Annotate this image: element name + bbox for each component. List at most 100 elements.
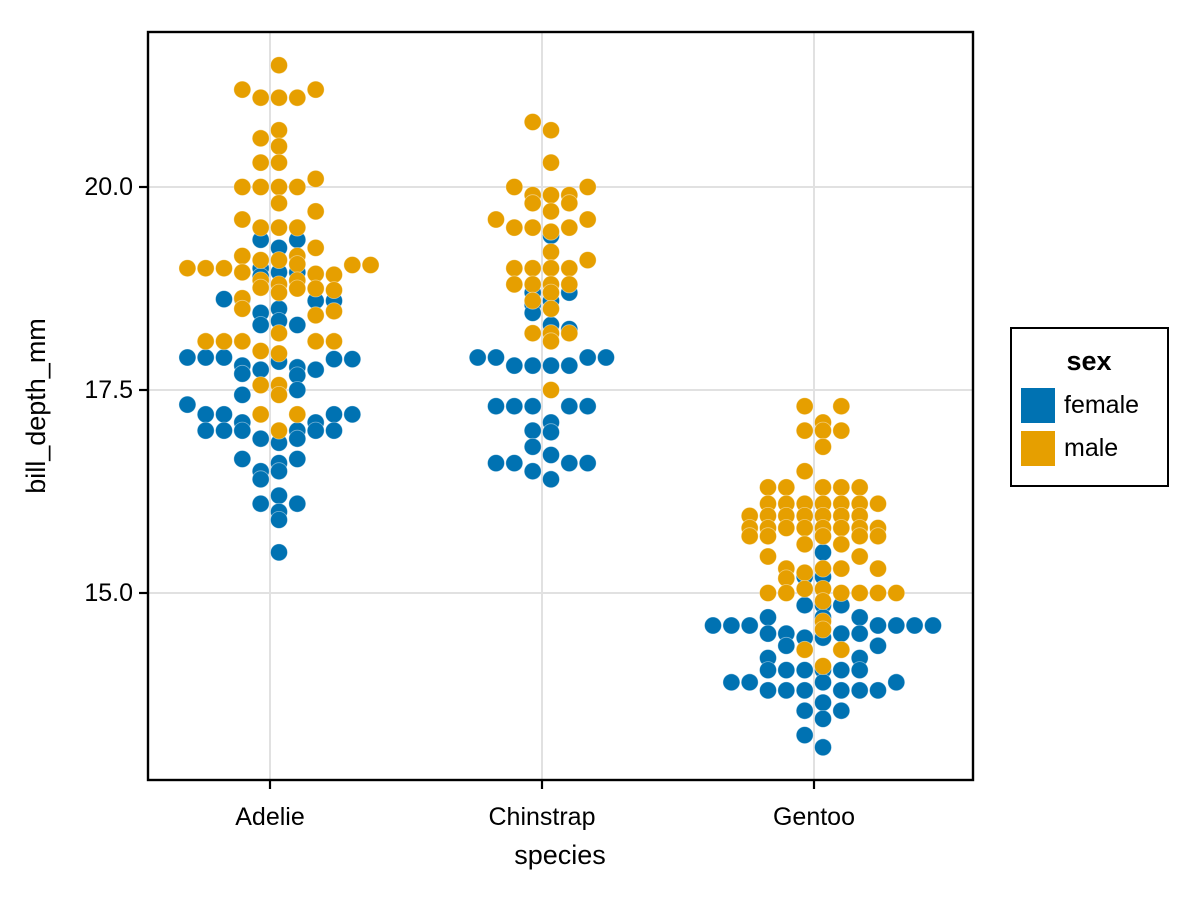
data-point-male [869,559,887,578]
data-point-female [233,421,252,440]
data-point-male [795,580,814,598]
data-point-male [325,302,343,321]
data-point-female [178,395,197,414]
data-point-female [196,405,215,424]
data-point-male [306,169,325,188]
data-point-male [542,283,560,302]
data-point-male [270,56,288,75]
data-point-female [233,385,252,404]
data-point-male [523,194,542,213]
data-point-male [832,519,851,537]
data-point-female [468,348,487,367]
data-point-female [523,356,542,375]
data-point-male [560,275,579,294]
data-point-female [777,681,796,700]
data-point-male [178,259,197,278]
data-point-male [542,332,560,351]
data-point-male [270,178,288,196]
data-point-male [759,584,777,602]
data-point-male [777,519,796,537]
data-point-male [814,657,832,675]
panel-border [146,30,975,782]
data-point-male [832,640,851,659]
data-point-male [542,222,560,241]
data-point-male [325,281,343,300]
data-point-female [306,360,325,379]
data-point-male [850,584,869,602]
data-point-female [215,348,233,367]
data-point-male [795,563,814,582]
legend-swatch-female [1021,388,1055,423]
data-point-female [905,616,924,635]
data-point-female [795,701,814,720]
data-point-male [777,478,796,497]
data-point-male [832,421,851,440]
data-point-female [288,429,307,448]
data-point-male [814,592,832,610]
data-point-male [233,178,252,196]
legend-label-female: female [1064,391,1139,419]
y-tick-label-15: 15.0 [84,579,133,607]
data-point-male [523,291,542,310]
data-point-male [251,218,270,237]
data-point-female [832,624,851,643]
data-point-male [832,584,851,602]
data-point-male [578,251,597,270]
data-point-male [288,88,307,107]
data-point-male [270,121,288,140]
data-point-female [325,421,343,440]
data-point-male [523,113,542,131]
data-point-male [832,535,851,554]
data-point-male [777,584,796,602]
data-point-male [251,251,270,270]
data-point-male [251,129,270,148]
data-point-male [542,202,560,221]
data-point-male [542,186,560,205]
data-point-male [306,80,325,99]
data-point-female [795,661,814,679]
data-point-male [759,547,777,566]
data-point-male [560,194,579,213]
data-point-female [487,348,505,367]
data-point-male [523,259,542,278]
data-point-male [814,478,832,497]
data-point-female [578,397,597,416]
data-point-male [288,255,307,274]
data-point-male [740,527,759,546]
data-point-male [270,385,288,404]
data-point-female [704,616,722,635]
x-tick-label-adelie: Adelie [235,803,305,831]
data-point-male [560,259,579,278]
data-point-male [795,535,814,554]
legend-swatch-male [1021,431,1055,466]
data-point-male [270,153,288,172]
data-point-male [343,256,362,274]
data-point-male [196,332,215,351]
data-point-female [306,421,325,440]
data-point-male [270,218,288,237]
data-point-female [270,543,288,562]
data-point-female [523,437,542,456]
data-point-male [542,121,560,140]
data-point-female [343,350,362,369]
data-point-female [869,636,887,655]
data-point-female [795,681,814,700]
data-point-female [578,454,597,473]
data-point-male [850,478,869,497]
data-point-female [251,470,270,489]
data-point-male [832,478,851,497]
data-point-female [759,624,777,643]
data-point-female [850,624,869,643]
data-point-female [869,616,887,635]
data-point-female [343,405,362,424]
data-point-female [542,470,560,489]
data-point-female [560,397,579,416]
data-point-female [325,350,343,369]
data-point-female [505,454,524,473]
data-point-female [487,397,505,416]
data-point-male [578,178,597,196]
data-point-female [542,423,560,442]
data-point-female [850,608,869,627]
data-point-male [505,259,524,278]
data-point-male [270,194,288,213]
